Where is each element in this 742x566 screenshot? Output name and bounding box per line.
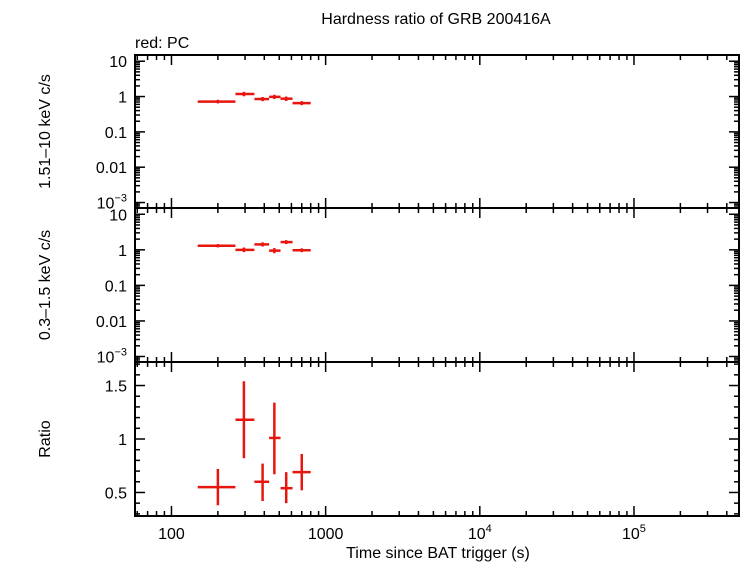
- y-tick-label: 0.1: [105, 278, 127, 295]
- y-tick-label: 10: [109, 207, 127, 224]
- y-tick-label: 1.5: [105, 379, 127, 396]
- panel-frame: [134, 361, 740, 517]
- data-point: [292, 101, 311, 106]
- y-tick-label: 1: [118, 432, 127, 449]
- y-axis-label: 0.3–1.5 keV c/s: [37, 230, 54, 340]
- x-axis-label: Time since BAT trigger (s): [346, 545, 530, 562]
- y-tick-label: 0.5: [105, 485, 127, 502]
- data-point: [269, 94, 281, 100]
- x-tick-label-base: 10: [622, 526, 640, 543]
- y-tick-label: 0.1: [105, 125, 127, 142]
- y-tick-label: 10−3: [97, 193, 127, 213]
- x-tick-label-exponent: 4: [486, 523, 492, 535]
- panel-frame: [134, 54, 740, 209]
- data-point: [254, 242, 270, 247]
- x-tick-label: 100: [158, 526, 185, 543]
- panel-frame: [134, 207, 740, 363]
- y-tick-label: 1: [118, 90, 127, 107]
- data-point: [197, 99, 236, 104]
- x-tick-label: 105: [622, 523, 646, 543]
- data-point: [280, 240, 293, 245]
- x-tick-label: 1000: [308, 526, 344, 543]
- y-tick-label-base: 10: [97, 349, 115, 366]
- panel-ratio: 1.5 1 0.5 Ratio: [37, 361, 740, 517]
- y-tick-label: 0.01: [96, 314, 127, 331]
- data-point: [280, 472, 293, 504]
- y-tick-label: 0.01: [96, 160, 127, 177]
- data-point: [269, 402, 281, 475]
- y-tick-label-exponent: −3: [114, 193, 127, 205]
- data-point: [269, 248, 281, 254]
- x-tick-label-base: 10: [468, 526, 486, 543]
- data-point: [197, 244, 236, 248]
- data-point: [254, 463, 270, 502]
- y-tick-label-exponent: −3: [114, 346, 127, 358]
- data-point: [280, 96, 293, 101]
- y-tick-label: 10−3: [97, 346, 127, 366]
- y-tick-label: 10: [109, 54, 127, 71]
- y-tick-label-base: 10: [97, 196, 115, 213]
- legend-label: red: PC: [135, 35, 189, 52]
- x-tick-label: 104: [468, 523, 492, 543]
- data-point: [292, 248, 311, 253]
- y-axis-label: 1.51–10 keV c/s: [37, 74, 54, 189]
- data-point: [292, 453, 311, 491]
- data-point: [197, 468, 236, 506]
- data-point: [235, 91, 255, 97]
- data-point: [235, 247, 255, 253]
- data-point: [235, 381, 255, 459]
- x-tick-label-exponent: 5: [640, 523, 646, 535]
- y-axis-label: Ratio: [37, 420, 54, 457]
- data-point: [254, 97, 270, 102]
- y-tick-label: 1: [118, 243, 127, 260]
- chart-title: Hardness ratio of GRB 200416A: [321, 11, 551, 28]
